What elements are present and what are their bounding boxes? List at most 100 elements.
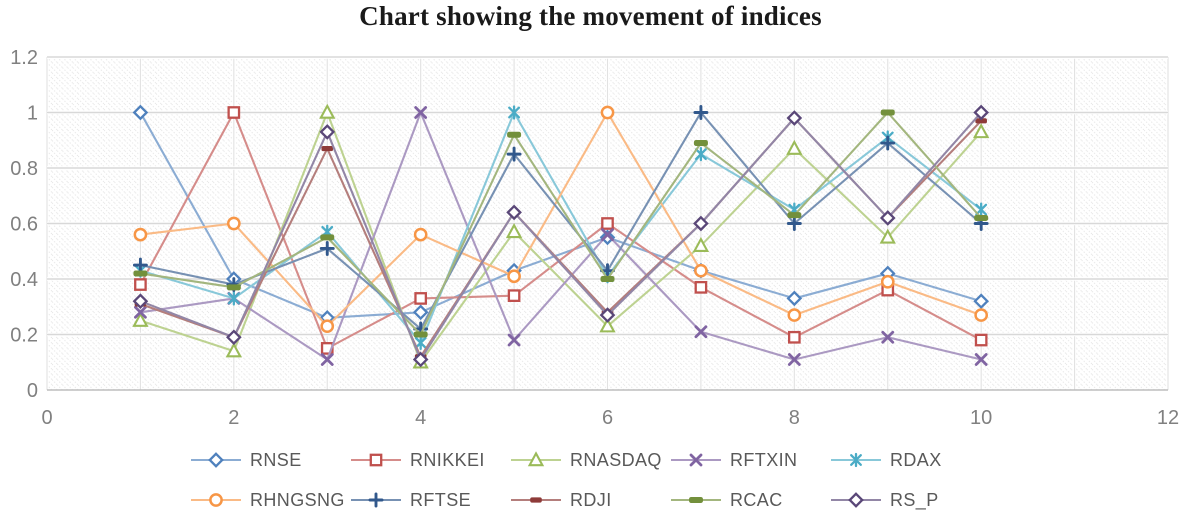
- marker-long-dash-icon: [600, 276, 615, 282]
- marker-dash-icon: [321, 145, 334, 152]
- marker-triangle-icon: [505, 223, 523, 239]
- series-RNIKKEI: [134, 106, 988, 355]
- marker-diamond-icon: [319, 124, 336, 140]
- x-tick-label: 12: [1157, 407, 1179, 429]
- marker-plus-icon: [786, 216, 802, 231]
- x-tick-label: 8: [789, 407, 800, 429]
- marker-circle-icon: [209, 493, 223, 507]
- marker-diamond-icon: [973, 104, 989, 121]
- series-RCAC: [133, 109, 989, 338]
- marker-triangle-icon: [973, 123, 990, 139]
- marker-square-icon: [134, 278, 147, 291]
- marker-long-dash-icon: [226, 284, 241, 291]
- marker-circle-icon: [133, 227, 148, 242]
- marker-plus-icon: [132, 257, 148, 273]
- marker-triangle-icon: [319, 103, 336, 119]
- marker-circle-icon: [226, 216, 241, 231]
- legend-item-RNASDAQ: RNASDAQ: [510, 447, 670, 473]
- y-tick-label: 0: [27, 380, 38, 402]
- series-line-RNSE: [139, 111, 982, 319]
- x-tick-label: 0: [41, 407, 52, 429]
- series-RFTSE: [132, 105, 989, 337]
- legend-marker-diamond-icon: [831, 492, 881, 508]
- marker-asterisk-icon: [227, 291, 240, 306]
- legend-label: RFTSE: [410, 489, 472, 510]
- marker-asterisk-icon: [694, 146, 707, 162]
- marker-long-dash-icon: [880, 109, 895, 116]
- marker-square-icon: [227, 106, 241, 119]
- chart-canvas: 0 0.2 0.4 0.6 0.8 1 1.2 0 2 4 6 8 10 12: [10, 47, 1179, 429]
- marker-diamond-icon: [786, 290, 803, 307]
- legend-marker-triangle-icon: [511, 451, 561, 467]
- marker-triangle-icon: [786, 139, 803, 155]
- series-RS_P: [132, 104, 989, 368]
- x-tick-label: 6: [602, 407, 613, 429]
- marker-square-icon: [369, 453, 383, 467]
- marker-circle-icon: [320, 319, 335, 334]
- legend-item-RCAC: RCAC: [670, 487, 830, 513]
- series-line-RNASDAQ: [140, 111, 982, 364]
- legend-label: RCAC: [730, 489, 783, 510]
- marker-triangle-icon: [599, 317, 616, 333]
- x-tick-label: 2: [228, 407, 239, 429]
- marker-circle-icon: [413, 227, 428, 242]
- marker-triangle-icon: [879, 228, 896, 244]
- marker-x-icon: [320, 353, 334, 366]
- legend-marker-plus-icon: [351, 492, 401, 508]
- marker-circle-icon: [974, 308, 989, 322]
- marker-diamond-icon: [412, 351, 429, 368]
- legend-item-RDAX: RDAX: [830, 447, 990, 473]
- marker-long-dash-icon: [787, 212, 802, 219]
- legend-label: RNSE: [250, 449, 302, 470]
- legend-marker-dash-icon: [511, 497, 561, 503]
- marker-plus-icon: [368, 492, 384, 508]
- marker-plus-icon: [506, 146, 522, 162]
- marker-diamond-icon: [599, 307, 616, 323]
- y-tick-label: 1.2: [10, 47, 38, 69]
- marker-circle-icon: [694, 263, 708, 278]
- marker-diamond-icon: [208, 452, 224, 468]
- marker-triangle-icon: [132, 311, 149, 327]
- marker-long-dash-icon: [413, 331, 428, 338]
- marker-diamond-icon: [848, 492, 864, 508]
- legend-item-RDJI: RDJI: [510, 487, 670, 513]
- marker-x-icon: [601, 228, 614, 241]
- legend-item-RS_P: RS_P: [830, 487, 990, 513]
- marker-diamond-icon: [412, 304, 429, 321]
- marker-square-icon: [787, 330, 801, 344]
- marker-asterisk-icon: [508, 105, 521, 120]
- marker-x-icon: [414, 106, 428, 119]
- marker-triangle-icon: [692, 236, 710, 252]
- marker-plus-icon: [693, 105, 709, 120]
- marker-diamond-icon: [132, 293, 149, 310]
- marker-diamond-icon: [693, 215, 709, 232]
- legend-item-RFTXIN: RFTXIN: [670, 447, 830, 473]
- legend-item-RNIKKEI: RNIKKEI: [350, 447, 510, 473]
- series-line-RCAC: [140, 111, 982, 336]
- legend-label: RS_P: [890, 489, 939, 510]
- marker-diamond-icon: [599, 229, 616, 246]
- legend-marker-square-icon: [351, 453, 401, 467]
- marker-circle-icon: [880, 274, 895, 289]
- legend-item-RFTSE: RFTSE: [350, 487, 510, 513]
- marker-x-icon: [134, 305, 147, 319]
- marker-long-dash-icon: [320, 234, 335, 241]
- series-line-RFTSE: [140, 111, 982, 331]
- marker-triangle-icon: [527, 451, 545, 467]
- marker-square-icon: [414, 292, 428, 305]
- chart-title: Chart showing the movement of indices: [359, 1, 822, 31]
- legend-marker-x-icon: [671, 453, 721, 467]
- legend-marker-asterisk-icon: [831, 452, 881, 468]
- marker-x-icon: [507, 333, 521, 347]
- marker-x-icon: [689, 453, 703, 467]
- legend-label: RDAX: [890, 449, 942, 470]
- marker-plus-icon: [600, 263, 615, 279]
- marker-diamond-icon: [506, 204, 522, 221]
- chart-legend: RNSE RNIKKEI RNASDAQ RFTXIN RDAX RHNGSNG RFTSE…: [190, 447, 1000, 513]
- marker-circle-icon: [507, 269, 521, 284]
- legend-label: RHNGSNG: [250, 489, 345, 510]
- marker-long-dash-icon: [133, 270, 148, 277]
- legend-item-RHNGSNG: RHNGSNG: [190, 487, 350, 513]
- legend-label: RNASDAQ: [570, 449, 662, 470]
